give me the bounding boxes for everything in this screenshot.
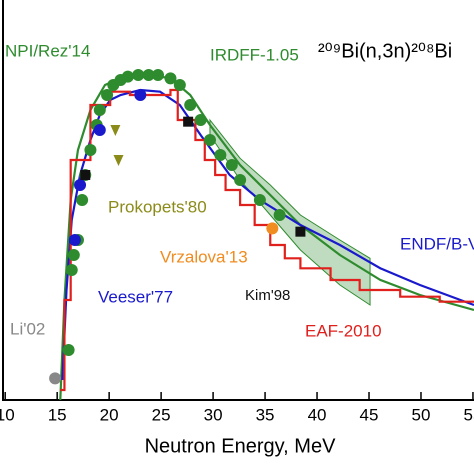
data-point [152, 69, 164, 81]
series-label: Prokopets'80 [108, 197, 207, 216]
data-point [142, 69, 155, 81]
data-point [225, 159, 238, 171]
data-point [101, 89, 114, 101]
data-point [194, 114, 207, 126]
x-tick-label: 50 [412, 405, 431, 424]
data-point [134, 89, 147, 101]
data-point [173, 79, 186, 91]
data-point [234, 174, 247, 186]
uncertainty-band [209, 118, 371, 306]
data-point [80, 170, 91, 180]
data-point [203, 134, 216, 146]
data-point [295, 226, 306, 237]
data-point [49, 372, 62, 385]
series-label: IRDFF-1.05 [210, 45, 299, 64]
x-axis-label: Neutron Energy, MeV [145, 435, 336, 457]
data-point [113, 155, 124, 166]
data-point [68, 234, 81, 246]
data-point [266, 222, 279, 235]
data-point [253, 194, 266, 206]
data-point [214, 149, 227, 161]
data-point [74, 179, 87, 191]
x-tick-label: 35 [256, 405, 275, 424]
data-point [65, 264, 78, 276]
plot-frame [2, 0, 474, 401]
x-tick-label: 55 [463, 405, 474, 424]
series-label: Li'02 [10, 319, 45, 338]
series-label: ENDF/B-VIII.0 [400, 234, 474, 253]
series-label: Vrzalova'13 [160, 247, 248, 266]
data-point [67, 249, 80, 261]
data-point [84, 144, 97, 156]
x-tick-label: 30 [204, 405, 223, 424]
data-point [93, 104, 106, 116]
series-label: Veeser'77 [98, 287, 173, 306]
step-curve [60, 88, 474, 392]
series-label: NPI/Rez'14 [5, 41, 90, 60]
x-tick-label: 20 [100, 405, 119, 424]
data-point [183, 116, 194, 127]
data-point [164, 72, 177, 85]
series-label: Kim'98 [245, 287, 290, 304]
x-tick-label: 10 [0, 405, 15, 424]
x-tick-label: 25 [152, 405, 171, 424]
data-point [273, 209, 286, 221]
x-tick-label: 15 [48, 405, 67, 424]
series-label: EAF-2010 [305, 321, 382, 340]
x-tick-label: 45 [360, 405, 379, 424]
data-point [76, 194, 89, 206]
x-tick-label: 40 [308, 405, 327, 424]
data-point [132, 69, 145, 81]
data-point [62, 344, 75, 356]
data-point [184, 99, 197, 111]
data-point [93, 124, 106, 136]
chart-title: ²⁰⁹Bi(n,3n)²⁰⁸Bi [318, 40, 452, 62]
data-point [110, 125, 121, 136]
data-point [121, 70, 134, 83]
